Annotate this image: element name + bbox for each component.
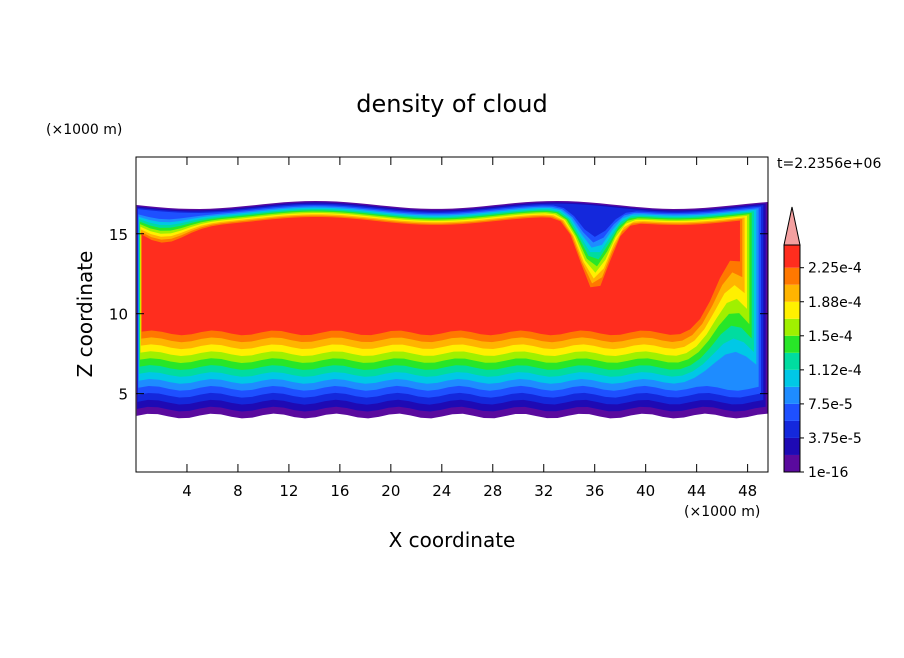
colorbar-tick-label: 7.5e-5 bbox=[808, 397, 853, 413]
y-tick-label: 10 bbox=[109, 306, 128, 324]
x-tick-label: 32 bbox=[534, 482, 553, 500]
x-tick-label: 20 bbox=[381, 482, 400, 500]
colorbar-band bbox=[784, 352, 800, 370]
colorbar-band bbox=[784, 284, 800, 302]
x-tick-label: 12 bbox=[279, 482, 298, 500]
colorbar-band bbox=[784, 301, 800, 319]
y-tick-label: 5 bbox=[118, 386, 128, 404]
colorbar-tick-label: 1.88e-4 bbox=[808, 295, 862, 311]
plot-frame bbox=[135, 156, 769, 473]
colorbar-tick-label: 1.12e-4 bbox=[808, 363, 862, 379]
y-unit: (×1000 m) bbox=[46, 122, 122, 138]
x-tick-label: 28 bbox=[483, 482, 502, 500]
colorbar-band bbox=[784, 386, 800, 404]
contour-band bbox=[141, 216, 740, 336]
contour-field bbox=[136, 200, 768, 419]
colorbar-band bbox=[784, 267, 800, 285]
chart-title: density of cloud bbox=[356, 90, 547, 118]
y-tick-label: 15 bbox=[109, 226, 128, 244]
x-tick-label: 36 bbox=[585, 482, 604, 500]
x-tick-label: 44 bbox=[687, 482, 706, 500]
colorbar-band bbox=[784, 437, 800, 455]
colorbar-band bbox=[784, 420, 800, 438]
colorbar-band bbox=[784, 335, 800, 353]
colorbar-band bbox=[784, 454, 800, 472]
colorbar-extend bbox=[783, 206, 801, 246]
x-unit: (×1000 m) bbox=[684, 504, 760, 520]
colorbar-tick-label: 2.25e-4 bbox=[808, 261, 862, 277]
colorbar-band bbox=[784, 369, 800, 387]
x-tick-label: 4 bbox=[182, 482, 192, 500]
colorbar-band bbox=[784, 318, 800, 336]
x-axis-label: X coordinate bbox=[389, 528, 516, 552]
x-tick-label: 24 bbox=[432, 482, 451, 500]
colorbar-frame bbox=[783, 244, 801, 473]
x-tick-label: 40 bbox=[636, 482, 655, 500]
colorbar-tick-label: 3.75e-5 bbox=[808, 431, 862, 447]
colorbar-band bbox=[784, 403, 800, 421]
colorbar-band bbox=[784, 245, 800, 268]
colorbar-tick-label: 1.5e-4 bbox=[808, 329, 853, 345]
x-tick-label: 16 bbox=[330, 482, 349, 500]
x-tick-label: 8 bbox=[233, 482, 243, 500]
y-axis-label: Z coordinate bbox=[73, 251, 97, 378]
colorbar-tick-label: 1e-16 bbox=[808, 465, 848, 481]
x-tick-label: 48 bbox=[738, 482, 757, 500]
annotation: t=2.2356e+06 bbox=[777, 156, 881, 172]
